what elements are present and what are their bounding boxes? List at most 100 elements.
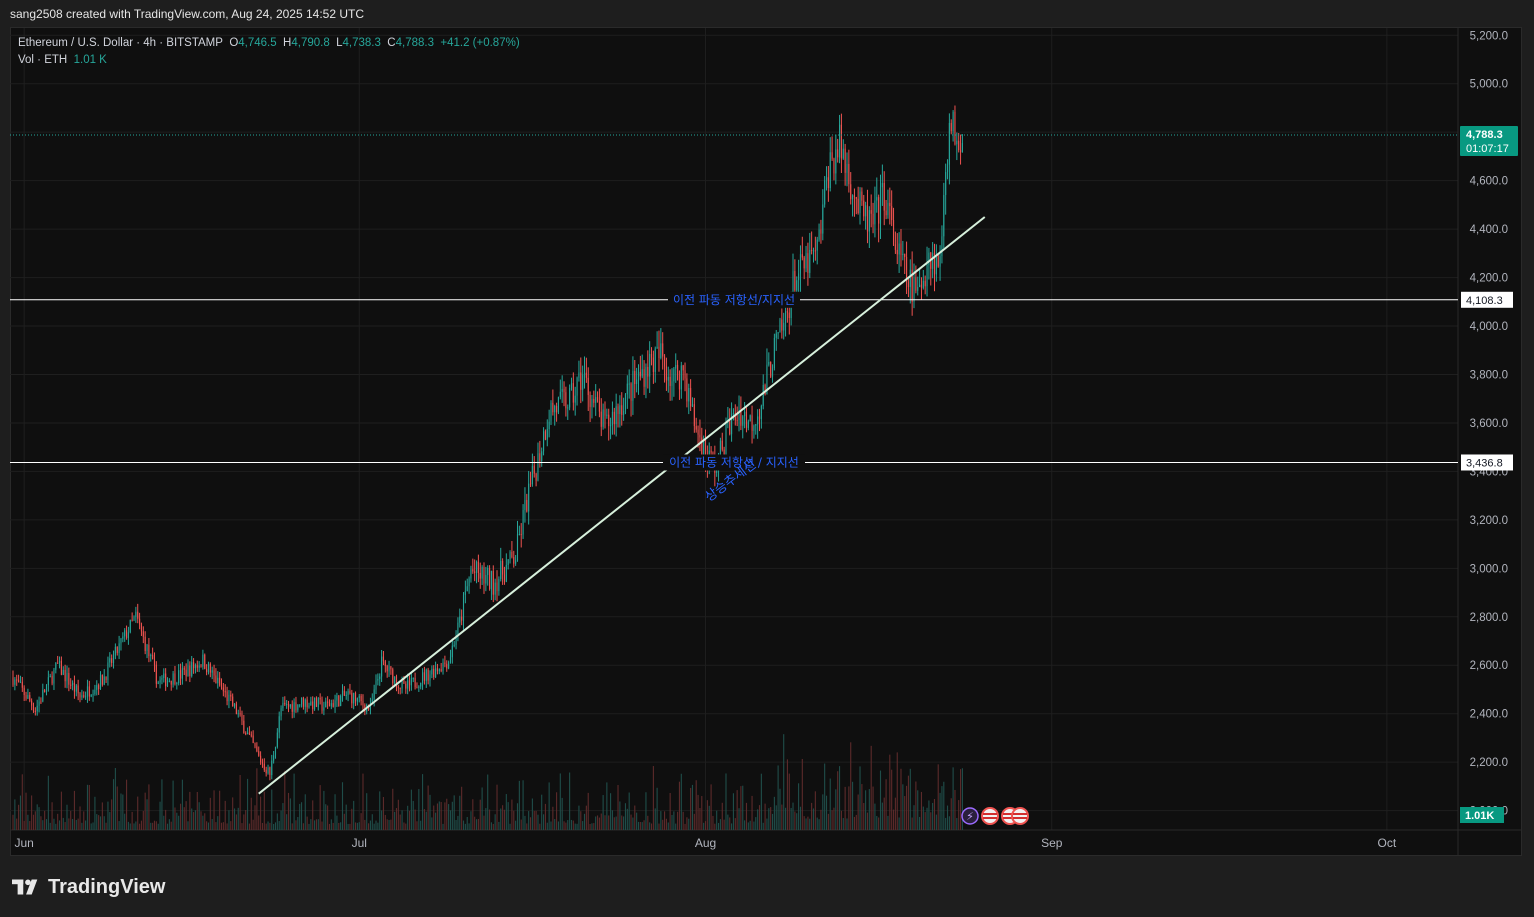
volume-bar <box>937 764 939 830</box>
volume-bar <box>222 822 224 830</box>
volume-bar <box>85 820 87 830</box>
candle-body <box>749 415 751 422</box>
volume-bar <box>36 804 38 830</box>
volume-bar <box>948 816 950 830</box>
price-tick-label: 4,000.0 <box>1470 321 1508 333</box>
candle-body <box>140 624 143 632</box>
candle-body <box>481 567 483 579</box>
volume-bar <box>816 817 818 830</box>
volume-bar <box>21 774 23 830</box>
candle-body <box>321 699 323 711</box>
candle-body <box>148 644 150 657</box>
volume-bar <box>284 770 286 830</box>
symbol-legend[interactable]: Ethereum / U.S. Dollar · 4h · BITSTAMP O… <box>18 35 520 69</box>
volume-bar <box>492 823 494 830</box>
candle-body <box>548 421 550 430</box>
volume-bar <box>650 823 653 830</box>
candle-body <box>446 663 448 669</box>
volume-bar <box>341 782 344 830</box>
candle-body <box>75 685 77 692</box>
candle-body <box>502 560 504 575</box>
close-label: C <box>387 37 396 49</box>
us-flag-stripe-icon <box>1003 817 1017 819</box>
candle-body <box>155 664 157 684</box>
candle-body <box>118 643 120 653</box>
us-flag-stripe-icon <box>1013 817 1027 819</box>
volume-bar <box>596 815 599 830</box>
volume-bar <box>287 792 290 830</box>
tradingview-logo[interactable]: TradingView <box>12 876 165 898</box>
volume-bar <box>762 822 764 830</box>
candle-body <box>589 394 591 407</box>
upper-level-value: 4,108.3 <box>1466 295 1503 307</box>
volume-bar <box>86 784 89 830</box>
volume-bar <box>911 817 913 830</box>
volume-bar <box>137 796 139 830</box>
volume-bar <box>247 778 249 830</box>
candle-body <box>193 662 195 669</box>
candle-body <box>779 319 781 333</box>
candle-body <box>928 252 930 266</box>
candle-body <box>306 699 308 708</box>
candle-body <box>563 389 565 393</box>
volume-bar <box>887 815 889 830</box>
candle-body <box>770 361 772 377</box>
volume-label[interactable]: Vol · ETH <box>18 54 68 66</box>
volume-bar <box>77 818 79 830</box>
candle-body <box>758 416 761 419</box>
chart-panel[interactable] <box>10 27 1522 856</box>
candle-body <box>693 404 695 427</box>
candle-body <box>623 410 625 415</box>
candle-body <box>595 397 597 403</box>
volume-bar <box>842 818 844 830</box>
candle-body <box>775 333 777 338</box>
volume-bar <box>909 768 911 830</box>
symbol-name[interactable]: Ethereum / U.S. Dollar · 4h · BITSTAMP <box>18 37 223 49</box>
volume-bar <box>94 796 96 830</box>
volume-bar <box>678 781 681 830</box>
volume-bar <box>945 817 947 830</box>
volume-bar <box>325 804 327 830</box>
volume-bar <box>364 819 366 830</box>
candle-body <box>247 732 249 735</box>
volume-bar <box>732 793 734 830</box>
volume-bar <box>124 813 126 830</box>
candle-body <box>546 429 548 440</box>
candle-body <box>310 701 312 706</box>
us-flag-event-icon[interactable] <box>1011 807 1029 825</box>
volume-bar <box>265 823 267 830</box>
candle-body <box>397 686 399 688</box>
volume-bar <box>176 812 178 830</box>
volume-bar <box>857 794 859 830</box>
candle-body <box>300 697 303 705</box>
volume-bar <box>546 822 548 830</box>
volume-bar <box>401 810 403 830</box>
candle-body <box>356 698 358 702</box>
volume-bar <box>688 818 690 830</box>
volume-bar <box>390 819 392 830</box>
volume-bar <box>682 811 684 830</box>
candle-body <box>602 409 604 427</box>
lightning-event-icon[interactable] <box>961 807 979 825</box>
volume-bar <box>468 823 470 830</box>
volume-bar <box>217 816 219 830</box>
uptrend-line[interactable] <box>258 216 986 795</box>
candle-body <box>507 559 509 565</box>
candle-body <box>427 669 429 681</box>
volume-bar <box>617 785 619 830</box>
candle-body <box>792 271 794 297</box>
us-flag-event-icon[interactable] <box>981 807 999 825</box>
volume-bar <box>133 823 135 830</box>
volume-bar <box>349 823 351 830</box>
candle-body <box>933 252 936 275</box>
volume-bar <box>470 811 472 830</box>
candle-body <box>489 568 491 590</box>
lower-level-label[interactable]: 이전 파동 저항선 / 지지선 <box>669 455 799 469</box>
volume-bar <box>397 799 399 830</box>
candle-body <box>853 195 856 198</box>
upper-level-label[interactable]: 이전 파동 저항선/지지선 <box>673 293 795 307</box>
candle-body <box>360 695 362 702</box>
volume-bar <box>513 810 515 830</box>
candle-body <box>783 322 785 331</box>
